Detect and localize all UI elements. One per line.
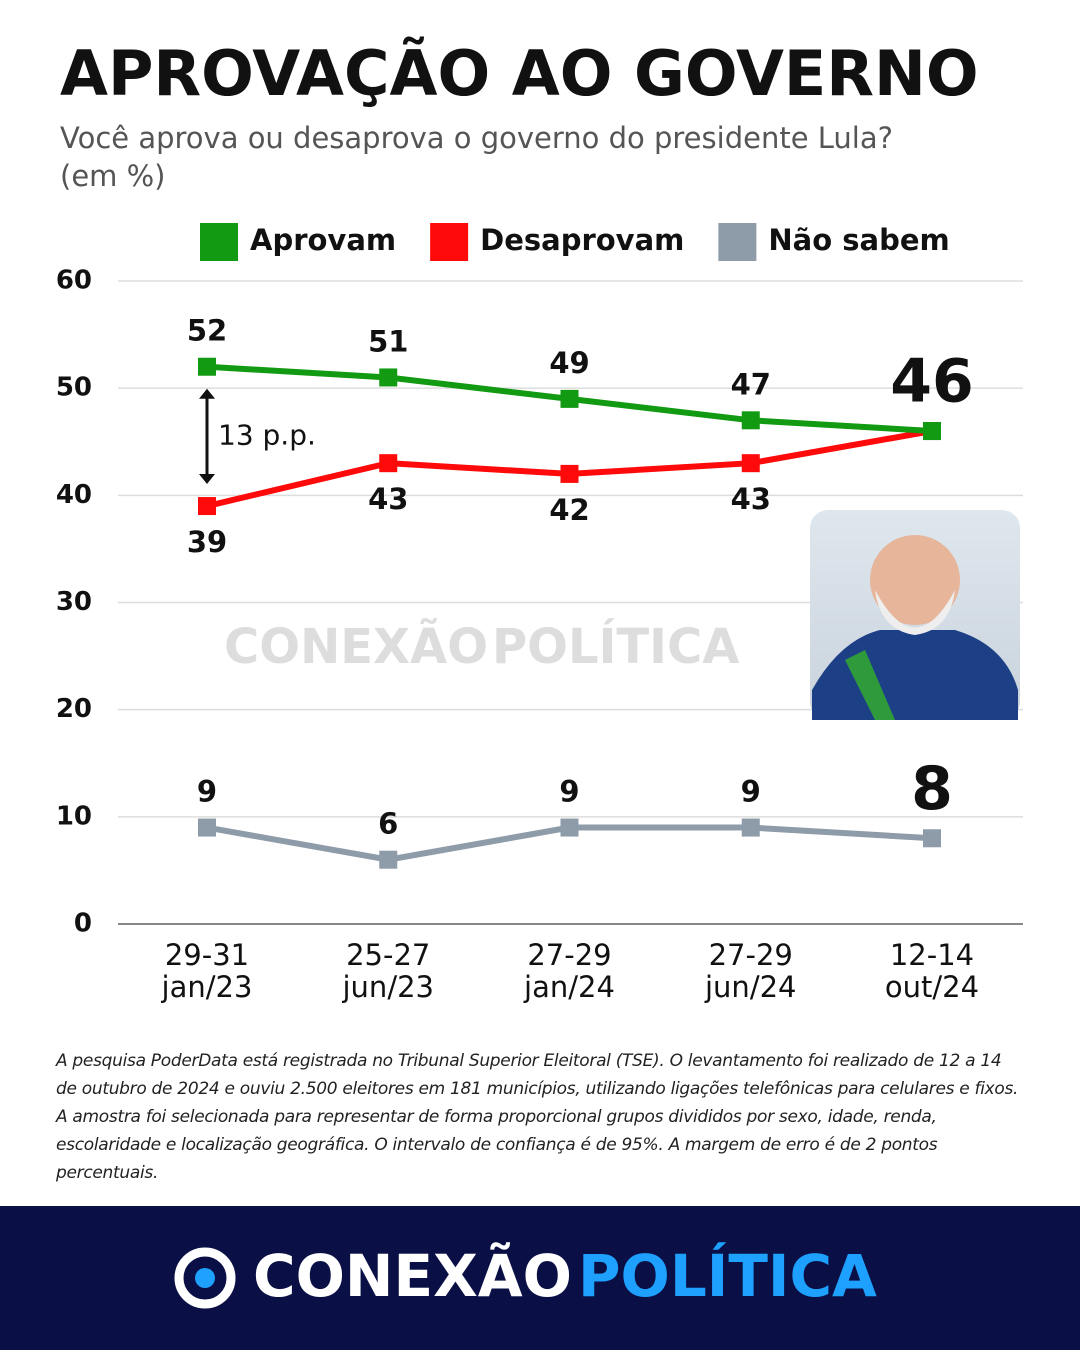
marker xyxy=(741,818,760,837)
x-tick-line: 12-14 xyxy=(890,938,974,972)
x-tick-line: jun/23 xyxy=(342,970,435,1004)
marker xyxy=(379,850,398,869)
x-tick-line: jan/24 xyxy=(523,970,615,1004)
marker xyxy=(560,389,579,408)
marker xyxy=(379,454,398,473)
data-label: 42 xyxy=(549,493,589,527)
legend-label: Aprovam xyxy=(250,223,396,257)
watermark: CONEXÃO xyxy=(224,618,488,675)
marker xyxy=(560,464,579,483)
subtitle: Você aprova ou desaprova o governo do pr… xyxy=(60,121,893,155)
x-tick-label: 27-29 jun/24 xyxy=(704,938,797,1004)
x-tick-line: out/24 xyxy=(885,970,979,1004)
data-label: 9 xyxy=(559,775,579,809)
data-label: 46 xyxy=(890,347,974,417)
marker xyxy=(198,818,216,837)
marker xyxy=(560,818,579,837)
logo xyxy=(195,1268,215,1288)
x-tick-label: 27-29 jan/24 xyxy=(523,938,615,1004)
data-label: 6 xyxy=(378,807,398,841)
marker xyxy=(198,497,216,516)
data-label: 8 xyxy=(911,754,953,824)
marker xyxy=(923,422,941,441)
data-label: 39 xyxy=(187,525,227,559)
marker xyxy=(198,357,216,376)
data-label: 52 xyxy=(187,314,227,348)
legend-label: Desaprovam xyxy=(480,223,684,257)
logo xyxy=(174,1247,236,1309)
arrow-head xyxy=(199,388,215,485)
data-label: 9 xyxy=(741,775,761,809)
data-label: 47 xyxy=(731,367,771,401)
watermark: POLÍTICA xyxy=(492,618,739,675)
brand: POLÍTICA xyxy=(578,1241,877,1310)
data-label: 49 xyxy=(549,346,589,380)
x-tick-label: 12-14 out/24 xyxy=(885,938,979,1004)
brand: CONEXÃO xyxy=(253,1241,572,1310)
x-tick-line: 25-27 xyxy=(346,938,430,972)
x-tick-line: jan/23 xyxy=(161,970,253,1004)
legend-label: Não sabem xyxy=(768,223,949,257)
x-tick-label: 25-27 jun/23 xyxy=(342,938,435,1004)
y-tick-label: 40 xyxy=(56,480,92,510)
annotation: 13 p.p. xyxy=(218,418,316,451)
x-tick-line: 27-29 xyxy=(709,938,793,972)
marker xyxy=(741,411,760,430)
data-label: 43 xyxy=(731,482,771,516)
x-tick-label: 29-31 jan/23 xyxy=(161,938,253,1004)
legend-swatch xyxy=(718,223,757,261)
marker xyxy=(741,454,760,473)
y-tick-label: 60 xyxy=(56,266,92,296)
unit-note: (em %) xyxy=(60,159,166,193)
marker xyxy=(379,368,398,387)
footnote: A pesquisa PoderData está registrada no … xyxy=(56,1051,1019,1183)
y-tick-label: 50 xyxy=(56,373,92,403)
legend-swatch xyxy=(430,223,469,261)
y-tick-label: 0 xyxy=(74,909,92,939)
x-tick-line: jun/24 xyxy=(704,970,797,1004)
x-tick-line: 27-29 xyxy=(527,938,611,972)
y-tick-label: 30 xyxy=(56,587,92,617)
chart-title: APROVAÇÃO AO GOVERNO xyxy=(60,37,979,110)
marker xyxy=(923,829,941,848)
x-tick-line: 29-31 xyxy=(165,938,249,972)
photo xyxy=(810,510,1020,720)
y-tick-label: 20 xyxy=(56,694,92,724)
data-label: 51 xyxy=(368,324,408,358)
y-tick-label: 10 xyxy=(56,801,92,831)
data-label: 43 xyxy=(368,482,408,516)
legend-swatch xyxy=(200,223,238,261)
data-label: 9 xyxy=(197,775,217,809)
